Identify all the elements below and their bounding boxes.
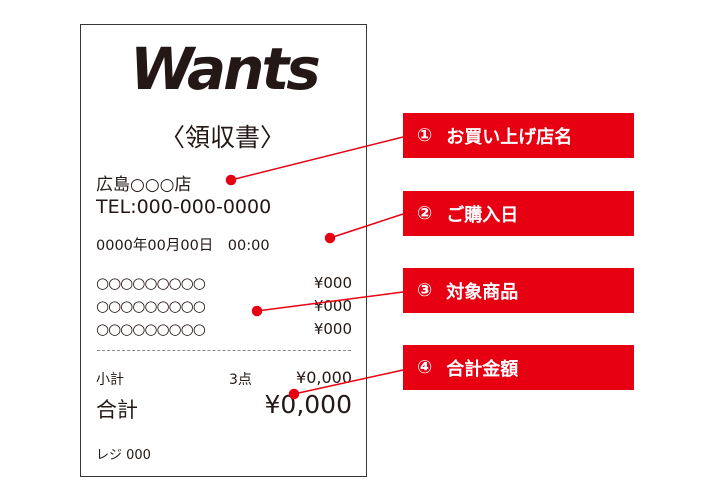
store-name: 広島○○○店 bbox=[96, 175, 192, 195]
callout-number: ① bbox=[417, 125, 433, 146]
callout-purchase-date: ② ご購入日 bbox=[403, 191, 634, 236]
callout-line-2 bbox=[329, 213, 404, 239]
register-number: レジ 000 bbox=[96, 448, 151, 463]
store-tel: TEL:000-000-0000 bbox=[96, 196, 272, 218]
callout-number: ④ bbox=[417, 357, 433, 378]
receipt bbox=[80, 24, 367, 477]
callout-dot-3 bbox=[251, 305, 263, 317]
callout-line-4 bbox=[293, 369, 404, 395]
callout-dot-4 bbox=[288, 388, 300, 400]
callout-dot-2 bbox=[324, 232, 336, 244]
receipt-title: 〈領収書〉 bbox=[160, 123, 286, 152]
callout-store-name: ① お買い上げ店名 bbox=[403, 113, 634, 158]
dashed-divider bbox=[97, 350, 351, 351]
callout-number: ③ bbox=[417, 280, 433, 301]
purchase-datetime: 0000年00月00日 00:00 bbox=[96, 238, 270, 254]
subtotal-qty: 3点 bbox=[229, 372, 252, 388]
callout-text: お買い上げ店名 bbox=[446, 126, 573, 148]
item-name: ○○○○○○○○○ bbox=[96, 320, 206, 338]
wants-logo: Wants bbox=[130, 35, 321, 103]
callout-total-amount: ④ 合計金額 bbox=[403, 345, 634, 390]
subtotal-value: ¥0,000 bbox=[296, 368, 352, 387]
callout-line-1 bbox=[230, 136, 404, 181]
callout-dot-1 bbox=[225, 174, 237, 186]
item-name: ○○○○○○○○○ bbox=[96, 274, 206, 292]
callout-line-3 bbox=[256, 291, 404, 312]
callout-text: 対象商品 bbox=[446, 281, 519, 303]
item-price: ¥000 bbox=[313, 320, 352, 338]
item-price: ¥000 bbox=[313, 274, 352, 292]
total-label: 合計 bbox=[96, 398, 138, 422]
item-price: ¥000 bbox=[313, 297, 352, 315]
callout-number: ② bbox=[417, 203, 433, 224]
total-value: ¥0,000 bbox=[264, 390, 352, 419]
callout-text: 合計金額 bbox=[446, 358, 519, 380]
subtotal-label: 小計 bbox=[96, 372, 124, 388]
callout-text: ご購入日 bbox=[446, 204, 519, 226]
item-name: ○○○○○○○○○ bbox=[96, 297, 206, 315]
callout-target-items: ③ 対象商品 bbox=[403, 268, 634, 313]
